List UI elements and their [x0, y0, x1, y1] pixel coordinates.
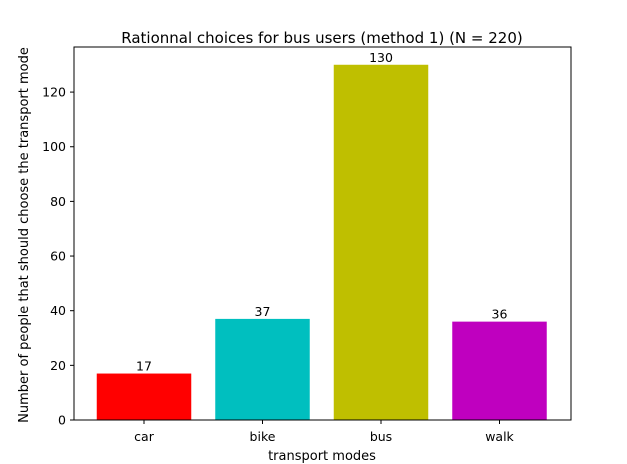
y-tick-label-20: 20 — [50, 358, 66, 373]
x-tick-label-bike: bike — [250, 429, 276, 444]
chart-title: Rationnal choices for bus users (method … — [121, 29, 522, 47]
bars-group — [96, 64, 547, 420]
y-tick-label-0: 0 — [58, 413, 66, 428]
x-axis: car bike bus walk — [134, 420, 515, 444]
y-tick-label-60: 60 — [50, 249, 66, 264]
data-labels-group: 17 37 130 36 — [136, 50, 507, 374]
bar-bike — [215, 318, 310, 420]
y-tick-label-120: 120 — [42, 85, 66, 100]
y-tick-label-80: 80 — [50, 194, 66, 209]
x-axis-label: transport modes — [268, 449, 376, 464]
x-tick-label-car: car — [134, 429, 155, 444]
data-label-bike: 37 — [255, 304, 271, 319]
plot-frame — [73, 46, 572, 421]
y-axis-label: Number of people that should choose the … — [17, 47, 32, 423]
data-label-bus: 130 — [369, 50, 393, 65]
x-tick-label-walk: walk — [485, 429, 514, 444]
x-tick-label-bus: bus — [370, 429, 392, 444]
y-tick-label-40: 40 — [50, 303, 66, 318]
data-label-walk: 36 — [492, 307, 508, 322]
data-label-car: 17 — [136, 359, 152, 374]
bar-car — [96, 373, 192, 420]
bar-walk — [452, 321, 547, 420]
y-tick-label-100: 100 — [42, 139, 66, 154]
y-axis: 0 20 40 60 80 100 120 — [42, 85, 74, 428]
bar-bus — [333, 64, 429, 420]
